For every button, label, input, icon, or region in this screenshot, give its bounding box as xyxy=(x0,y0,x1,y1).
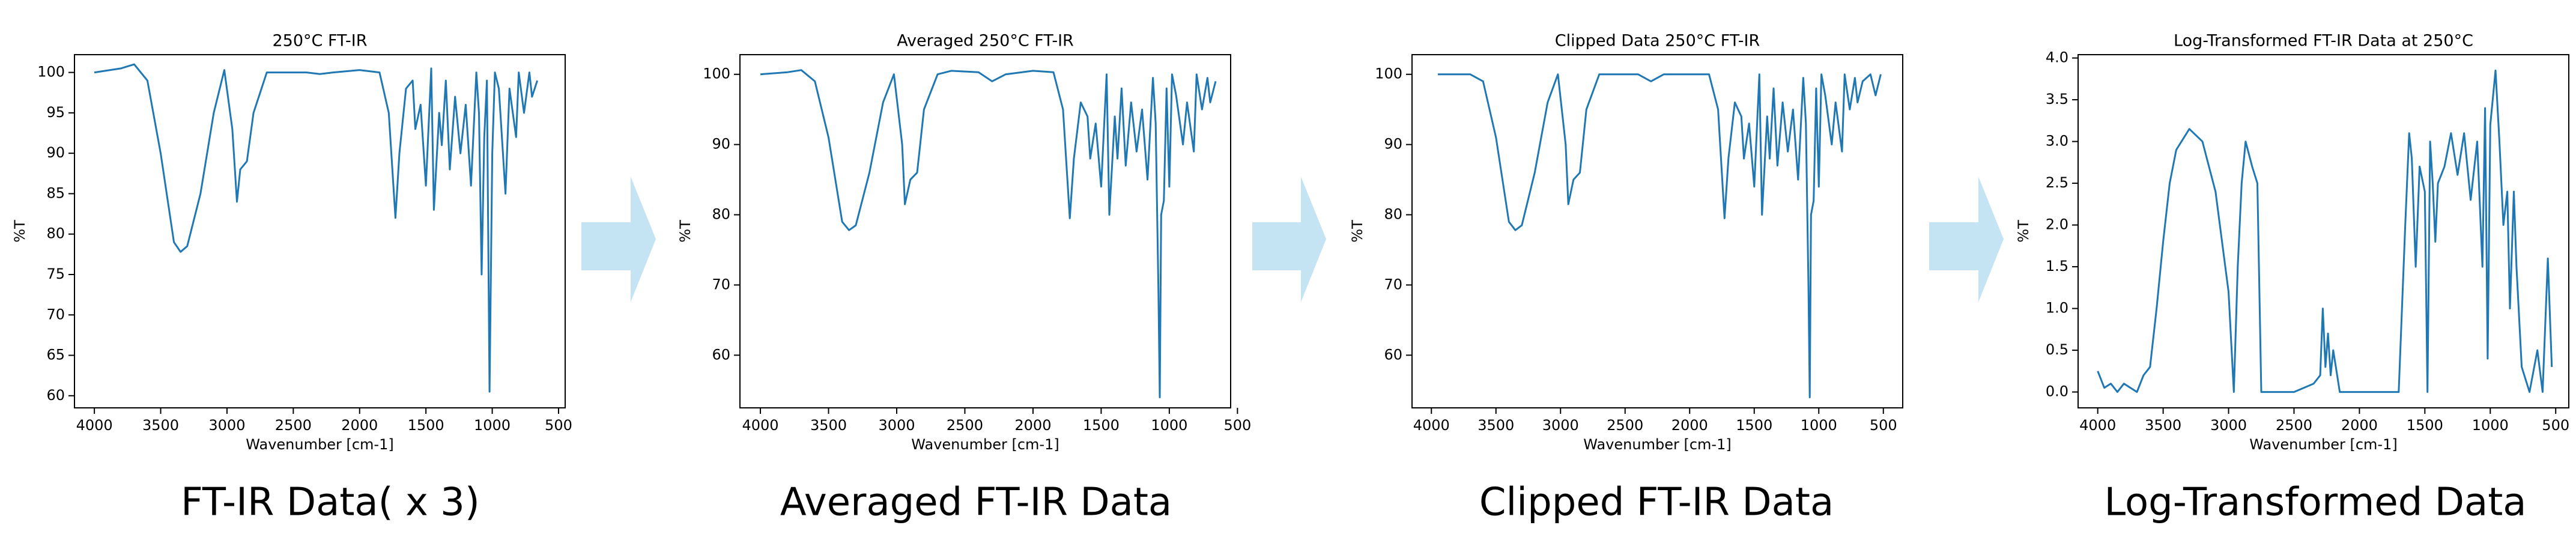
y-tick-label: 60 xyxy=(46,387,65,404)
x-tick-label: 4000 xyxy=(2079,417,2116,434)
y-tick-label: 100 xyxy=(37,64,65,80)
y-tick-label: 1.0 xyxy=(2046,300,2068,317)
y-tick-label: 3.5 xyxy=(2046,91,2068,108)
x-axis-label: Wavenumber [cm-1] xyxy=(911,436,1059,453)
y-tick-label: 80 xyxy=(46,225,65,242)
x-tick-label: 2000 xyxy=(2341,417,2378,434)
y-tick-label: 70 xyxy=(46,306,65,323)
chart-title: Clipped Data 250°C FT-IR xyxy=(1555,32,1760,50)
x-tick-label: 500 xyxy=(2542,417,2569,434)
x-tick-label: 500 xyxy=(1870,417,1897,434)
arrow xyxy=(1252,177,1326,302)
chart-title: Log-Transformed FT-IR Data at 250°C xyxy=(2174,32,2473,50)
y-tick-label: 60 xyxy=(1384,346,1402,363)
plot-frame xyxy=(2077,54,2569,408)
caption: Averaged FT-IR Data xyxy=(780,481,1172,525)
x-tick-label: 2500 xyxy=(1607,417,1643,434)
caption: Log-Transformed Data xyxy=(2104,481,2526,525)
y-tick-label: 80 xyxy=(712,206,730,223)
x-tick-label: 2000 xyxy=(1671,417,1708,434)
x-tick-label: 1000 xyxy=(474,417,511,434)
caption: Clipped FT-IR Data xyxy=(1479,481,1834,525)
plot-frame xyxy=(1411,54,1903,408)
x-tick-label: 3000 xyxy=(878,417,915,434)
plot-frame xyxy=(739,54,1231,408)
chart-title: 250°C FT-IR xyxy=(272,32,367,50)
x-tick-label: 1000 xyxy=(1151,417,1187,434)
x-axis-label: Wavenumber [cm-1] xyxy=(1583,436,1731,453)
y-tick-label: 75 xyxy=(46,265,65,282)
x-tick-label: 3000 xyxy=(1542,417,1579,434)
x-tick-label: 3500 xyxy=(142,417,179,434)
y-tick-label: 80 xyxy=(1384,206,1402,223)
y-tick-label: 100 xyxy=(1375,65,1402,82)
y-tick-label: 4.0 xyxy=(2046,49,2068,66)
y-tick-label: 0.0 xyxy=(2046,383,2068,400)
x-tick-label: 1000 xyxy=(2472,417,2509,434)
y-tick-label: 60 xyxy=(712,346,730,363)
y-tick-label: 90 xyxy=(46,144,65,161)
x-tick-label: 1500 xyxy=(1083,417,1120,434)
x-tick-label: 2500 xyxy=(2276,417,2312,434)
x-tick-label: 1000 xyxy=(1801,417,1837,434)
arrow xyxy=(581,177,656,302)
y-tick-label: 90 xyxy=(1384,136,1402,153)
x-tick-label: 2500 xyxy=(275,417,312,434)
data-line xyxy=(1438,73,1882,398)
x-tick-label: 1500 xyxy=(2407,417,2443,434)
y-tick-label: 70 xyxy=(1384,276,1402,293)
x-tick-label: 1500 xyxy=(408,417,444,434)
x-tick-label: 2000 xyxy=(341,417,378,434)
y-tick-label: 1.5 xyxy=(2046,258,2068,275)
x-tick-label: 1500 xyxy=(1736,417,1772,434)
x-tick-label: 2000 xyxy=(1014,417,1051,434)
y-axis-label: %T xyxy=(677,220,694,243)
y-tick-label: 90 xyxy=(712,136,730,153)
x-tick-label: 3500 xyxy=(810,417,847,434)
y-axis-label: %T xyxy=(1349,220,1366,243)
x-tick-label: 4000 xyxy=(742,417,779,434)
x-tick-label: 500 xyxy=(545,417,572,434)
x-tick-label: 500 xyxy=(1223,417,1251,434)
data-line xyxy=(2097,69,2553,393)
plot-frame xyxy=(74,54,566,408)
x-axis-label: Wavenumber [cm-1] xyxy=(2249,436,2397,453)
caption: FT-IR Data( x 3) xyxy=(181,481,480,525)
x-tick-label: 3500 xyxy=(2145,417,2181,434)
y-tick-label: 65 xyxy=(46,347,65,363)
y-tick-label: 95 xyxy=(46,104,65,121)
data-line xyxy=(760,69,1217,398)
y-tick-label: 2.0 xyxy=(2046,216,2068,233)
x-tick-label: 4000 xyxy=(76,417,113,434)
chart-title: Averaged 250°C FT-IR xyxy=(897,32,1074,50)
arrow xyxy=(1929,177,2004,302)
y-tick-label: 3.0 xyxy=(2046,133,2068,150)
y-tick-label: 100 xyxy=(703,65,730,82)
y-axis-label: %T xyxy=(11,220,28,243)
x-tick-label: 3500 xyxy=(1477,417,1514,434)
x-tick-label: 2500 xyxy=(947,417,983,434)
x-tick-label: 4000 xyxy=(1413,417,1450,434)
y-tick-label: 85 xyxy=(46,184,65,201)
y-tick-label: 0.5 xyxy=(2046,341,2068,358)
data-line xyxy=(94,63,539,393)
x-tick-label: 3000 xyxy=(208,417,245,434)
y-axis-label: %T xyxy=(2015,220,2032,243)
x-axis-label: Wavenumber [cm-1] xyxy=(246,436,393,453)
y-tick-label: 2.5 xyxy=(2046,174,2068,191)
x-tick-label: 3000 xyxy=(2210,417,2247,434)
y-tick-label: 70 xyxy=(712,276,730,293)
